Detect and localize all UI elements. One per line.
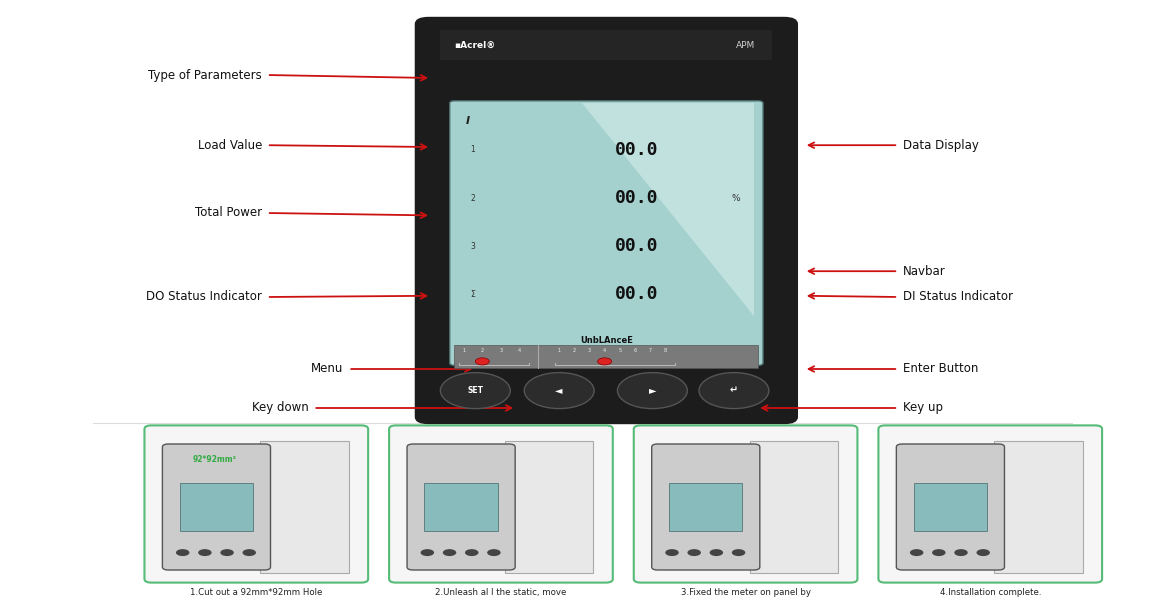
Circle shape	[687, 549, 701, 556]
Text: Σ: Σ	[471, 290, 475, 299]
Circle shape	[487, 549, 501, 556]
FancyBboxPatch shape	[415, 17, 798, 424]
Text: 00.0: 00.0	[615, 141, 658, 159]
Circle shape	[665, 549, 679, 556]
Bar	[995, 441, 1082, 573]
Text: UnbLAnceE: UnbLAnceE	[580, 337, 633, 346]
Text: 1: 1	[558, 347, 560, 353]
Text: Data Display: Data Display	[903, 139, 979, 152]
FancyBboxPatch shape	[407, 444, 515, 570]
Bar	[424, 483, 497, 531]
Text: 5: 5	[619, 347, 621, 353]
Circle shape	[932, 549, 946, 556]
Text: 4: 4	[603, 347, 606, 353]
Text: 3: 3	[500, 347, 502, 353]
Text: 8: 8	[664, 347, 666, 353]
Text: 00.0: 00.0	[615, 189, 658, 207]
Text: Key down: Key down	[252, 401, 309, 415]
Text: 3.Fixed the meter on panel by
  using the incidental brackets
  with buckle.: 3.Fixed the meter on panel by using the …	[680, 588, 811, 600]
Circle shape	[524, 373, 594, 409]
FancyBboxPatch shape	[651, 444, 760, 570]
Bar	[440, 30, 772, 60]
Text: 2.Unleash al l the static, move
  off installation terminal, put
  in the panel.: 2.Unleash al l the static, move off inst…	[436, 588, 566, 600]
Circle shape	[475, 358, 489, 365]
Bar	[454, 345, 758, 368]
Circle shape	[732, 549, 746, 556]
Text: Total Power: Total Power	[195, 206, 262, 220]
Text: Menu: Menu	[311, 362, 344, 376]
Bar	[913, 483, 987, 531]
Text: DI Status Indicator: DI Status Indicator	[903, 290, 1012, 304]
Circle shape	[976, 549, 990, 556]
Circle shape	[220, 549, 234, 556]
Text: ▪Acrel®: ▪Acrel®	[454, 40, 495, 49]
Text: ↵: ↵	[730, 386, 737, 395]
Text: %: %	[732, 194, 740, 203]
Text: 2: 2	[573, 347, 576, 353]
Text: SET: SET	[467, 386, 483, 395]
FancyBboxPatch shape	[162, 444, 270, 570]
Bar	[750, 441, 838, 573]
Circle shape	[440, 373, 510, 409]
Text: APM: APM	[735, 40, 755, 49]
Circle shape	[699, 373, 769, 409]
Circle shape	[242, 549, 256, 556]
Circle shape	[598, 358, 612, 365]
Text: 00.0: 00.0	[615, 285, 658, 303]
Circle shape	[176, 549, 190, 556]
Bar	[506, 441, 593, 573]
FancyBboxPatch shape	[144, 425, 368, 583]
Text: I: I	[466, 116, 471, 127]
Circle shape	[709, 549, 723, 556]
Circle shape	[421, 549, 435, 556]
Text: Key up: Key up	[903, 401, 942, 415]
Circle shape	[465, 549, 479, 556]
Text: Navbar: Navbar	[903, 265, 946, 278]
Text: 2: 2	[471, 194, 475, 203]
FancyBboxPatch shape	[634, 425, 857, 583]
Text: DO Status Indicator: DO Status Indicator	[147, 290, 262, 304]
Bar	[669, 483, 742, 531]
Text: 1: 1	[471, 145, 475, 154]
Text: Load Value: Load Value	[198, 139, 262, 152]
Text: 1.Cut out a 92mm*92mm Hole
   on the panel. (If not existed): 1.Cut out a 92mm*92mm Hole on the panel.…	[190, 588, 323, 600]
FancyBboxPatch shape	[896, 444, 1004, 570]
Text: 4: 4	[518, 347, 521, 353]
Text: 2: 2	[481, 347, 483, 353]
Text: 00.0: 00.0	[615, 237, 658, 255]
FancyBboxPatch shape	[389, 425, 613, 583]
Text: 4.Installation complete.: 4.Installation complete.	[939, 588, 1042, 597]
Text: 3: 3	[471, 242, 475, 251]
Text: 3: 3	[588, 347, 591, 353]
Text: 92*92mm²: 92*92mm²	[192, 455, 236, 463]
Text: ◄: ◄	[556, 386, 563, 395]
Circle shape	[198, 549, 212, 556]
FancyBboxPatch shape	[450, 101, 763, 365]
Text: Enter Button: Enter Button	[903, 362, 979, 376]
Text: ►: ►	[649, 386, 656, 395]
Circle shape	[910, 549, 924, 556]
Text: 7: 7	[649, 347, 651, 353]
Bar	[179, 483, 253, 531]
FancyBboxPatch shape	[878, 425, 1102, 583]
Bar	[261, 441, 348, 573]
Circle shape	[443, 549, 457, 556]
Text: Type of Parameters: Type of Parameters	[148, 68, 262, 82]
Circle shape	[954, 549, 968, 556]
Text: 1: 1	[463, 347, 465, 353]
Polygon shape	[582, 103, 754, 316]
Text: 6: 6	[634, 347, 636, 353]
Circle shape	[617, 373, 687, 409]
